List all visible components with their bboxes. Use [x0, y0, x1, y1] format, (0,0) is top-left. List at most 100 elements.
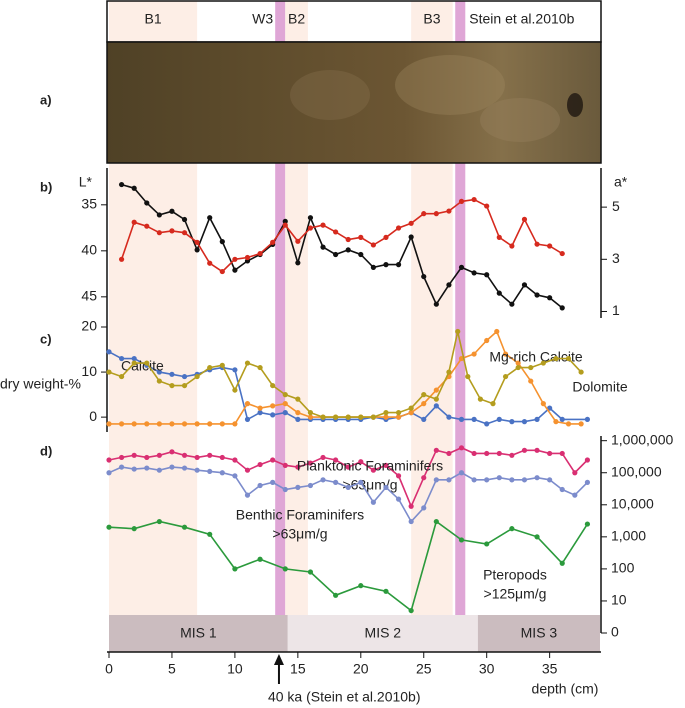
data-point [484, 203, 490, 209]
data-point [282, 392, 288, 398]
data-point [232, 387, 238, 393]
zone-label: MIS 2 [365, 625, 402, 641]
data-point [181, 524, 188, 530]
data-point [207, 452, 213, 458]
data-point [282, 410, 288, 416]
data-point [534, 475, 540, 481]
data-point [320, 477, 326, 483]
data-point [131, 526, 137, 532]
data-point [572, 470, 578, 476]
data-point [207, 421, 213, 427]
data-point [565, 355, 572, 362]
data-point [383, 410, 389, 416]
data-point [496, 234, 502, 240]
y-tick-label: 20 [81, 318, 97, 334]
data-point [194, 239, 200, 245]
data-point [169, 449, 175, 455]
core-texture [395, 55, 505, 115]
x-tick-label: 10 [227, 661, 243, 677]
panel-label: d) [40, 443, 52, 458]
data-point [232, 267, 238, 273]
core-image [106, 41, 602, 164]
band-label: Stein et al.2010b [469, 11, 574, 27]
data-point [465, 373, 471, 380]
data-point [502, 373, 509, 380]
series-label: Benthic Foraminifers [236, 507, 364, 523]
data-point [307, 569, 314, 575]
panel-label: a) [40, 92, 52, 107]
data-point [282, 218, 288, 224]
data-point [358, 251, 364, 258]
y2-tick-label: 3 [612, 250, 620, 266]
data-point [307, 410, 314, 416]
data-point [181, 465, 188, 471]
data-point [509, 243, 515, 249]
data-point [521, 477, 528, 483]
data-point [515, 364, 521, 371]
data-point [547, 450, 553, 457]
data-point [118, 181, 125, 188]
data-point [421, 401, 427, 407]
data-point [307, 215, 314, 221]
data-point [270, 412, 276, 418]
data-point [194, 421, 200, 427]
data-point [244, 401, 251, 407]
data-point [370, 414, 376, 420]
data-point [572, 492, 578, 498]
band-label: W3 [252, 11, 273, 27]
data-point [534, 241, 540, 247]
data-point [144, 454, 150, 461]
data-point [370, 242, 376, 248]
data-point [515, 360, 521, 366]
data-point [496, 416, 502, 422]
data-point [169, 382, 175, 389]
data-point [131, 219, 137, 225]
data-point [547, 477, 553, 483]
data-point [395, 496, 402, 502]
x-tick-label: 15 [290, 661, 306, 677]
data-point [181, 382, 188, 389]
data-point [496, 475, 502, 481]
data-point [433, 396, 439, 402]
data-point [106, 349, 112, 355]
data-point [421, 416, 427, 422]
panel-label: b) [40, 179, 52, 194]
data-point [502, 351, 509, 357]
data-point [395, 410, 402, 416]
data-point [446, 369, 452, 375]
data-point [395, 473, 402, 479]
data-point [358, 583, 364, 589]
data-point [471, 477, 477, 483]
data-point [547, 295, 553, 301]
data-point [553, 419, 559, 425]
data-point [118, 464, 125, 470]
data-point [383, 234, 389, 240]
data-point [244, 254, 251, 261]
data-point [169, 464, 175, 470]
marker-arrowhead [273, 654, 284, 665]
data-point [421, 392, 427, 398]
data-point [295, 410, 301, 416]
data-point [333, 592, 339, 598]
data-point [383, 414, 389, 420]
data-point [207, 260, 213, 266]
data-point [320, 244, 326, 250]
data-point [540, 360, 546, 366]
data-point [370, 264, 376, 270]
data-point [181, 373, 188, 380]
y-tick-label: 100,000 [611, 463, 662, 479]
data-point [408, 220, 414, 226]
data-point [169, 371, 175, 377]
data-point [131, 466, 137, 472]
data-point [156, 467, 162, 473]
data-point [521, 419, 528, 425]
data-point [169, 228, 175, 234]
data-point [232, 367, 238, 373]
data-point [421, 505, 427, 511]
data-point [244, 492, 251, 498]
data-point [395, 414, 402, 420]
data-point [370, 467, 376, 473]
data-point [144, 360, 150, 366]
